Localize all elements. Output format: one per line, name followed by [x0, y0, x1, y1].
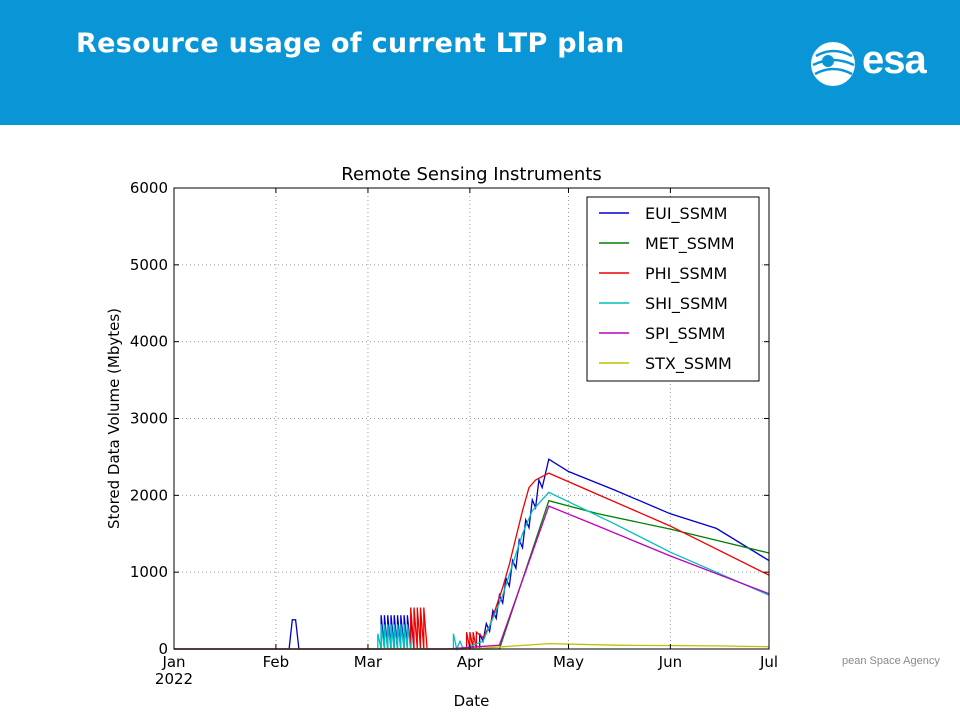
legend-label: SHI_SSMM — [645, 294, 728, 314]
x-tick-label: Apr — [457, 653, 484, 671]
x-tick-sublabel: 2022 — [155, 670, 193, 688]
header-banner: Resource usage of current LTP plan esa — [0, 0, 960, 125]
logo-word: esa — [862, 38, 927, 82]
legend-label: PHI_SSMM — [645, 264, 727, 284]
x-axis-label: Date — [454, 692, 490, 710]
x-tick-label: Feb — [263, 653, 290, 671]
footer-agency-text: pean Space Agency — [842, 655, 940, 667]
legend-label: SPI_SSMM — [645, 324, 725, 344]
y-tick-label: 0 — [158, 640, 168, 658]
legend-label: MET_SSMM — [645, 234, 735, 254]
y-tick-label: 1000 — [130, 563, 168, 581]
page-title: Resource usage of current LTP plan — [76, 28, 625, 59]
legend-box — [586, 196, 760, 382]
x-tick-label: Mar — [354, 653, 383, 671]
x-tick-label: May — [553, 653, 584, 671]
legend-label: STX_SSMM — [645, 354, 732, 374]
esa-globe-icon — [811, 42, 855, 86]
series-line-shi-ssmm — [174, 491, 770, 652]
x-tick-label: Jan — [161, 653, 185, 671]
legend-label: EUI_SSMM — [645, 204, 727, 224]
chart-title: Remote Sensing Instruments — [341, 164, 601, 185]
y-tick-label: 4000 — [130, 333, 168, 351]
y-tick-label: 3000 — [130, 410, 168, 428]
x-tick-label: Jul — [759, 653, 778, 671]
esa-logo: esa — [808, 36, 940, 92]
y-tick-label: 2000 — [130, 486, 168, 504]
y-tick-label: 5000 — [130, 256, 168, 274]
y-axis-label: Stored Data Volume (Mbytes) — [105, 308, 123, 529]
y-tick-label: 6000 — [130, 179, 168, 197]
x-tick-label: Jun — [658, 653, 682, 671]
